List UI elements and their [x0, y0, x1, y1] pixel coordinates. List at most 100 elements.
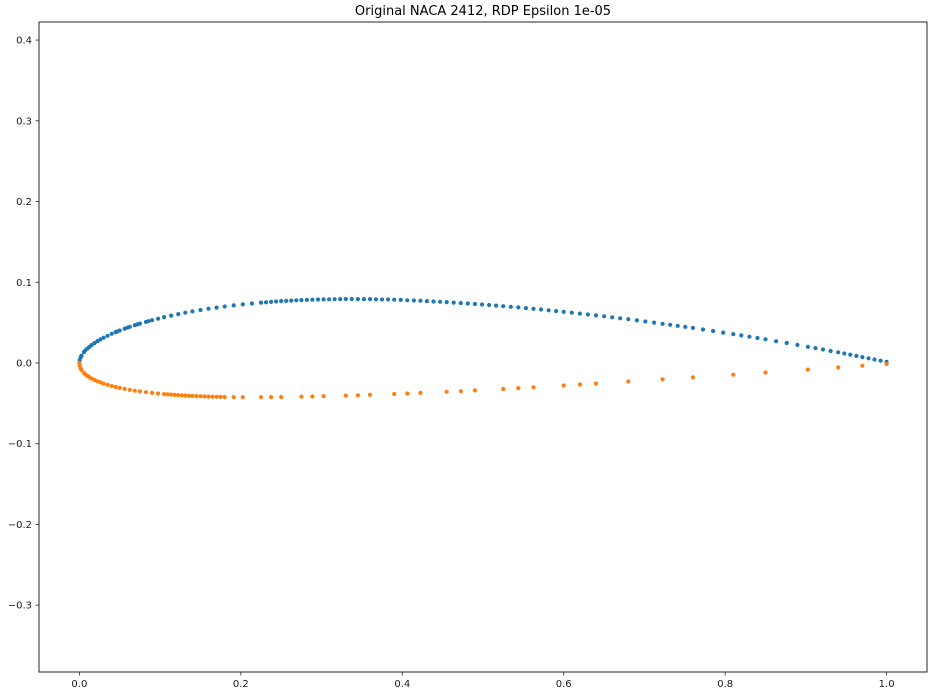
data-point-upper-surface — [711, 328, 716, 334]
data-point-upper-surface — [109, 331, 114, 336]
data-point-lower-surface — [179, 393, 184, 398]
data-point-upper-surface — [315, 297, 321, 302]
y-tick-label: 0.4 — [16, 36, 32, 47]
data-point-upper-surface — [214, 305, 219, 310]
data-point-upper-surface — [367, 297, 373, 302]
data-point-upper-surface — [872, 357, 877, 362]
data-point-upper-surface — [249, 301, 254, 306]
data-point-lower-surface — [626, 379, 631, 384]
data-point-upper-surface — [451, 300, 456, 305]
data-point-lower-surface — [836, 365, 841, 370]
data-point-lower-surface — [143, 390, 149, 395]
x-tick-label: 0.0 — [71, 679, 87, 690]
data-point-upper-surface — [274, 299, 279, 304]
data-point-lower-surface — [172, 392, 177, 397]
data-point-upper-surface — [156, 316, 161, 321]
data-point-upper-surface — [343, 296, 348, 302]
data-point-upper-surface — [289, 298, 294, 303]
data-point-upper-surface — [380, 297, 385, 302]
data-point-lower-surface — [165, 392, 170, 397]
y-tick-label: 0.3 — [16, 116, 32, 127]
data-point-lower-surface — [731, 372, 736, 377]
data-point-lower-surface — [860, 363, 865, 368]
data-point-upper-surface — [127, 324, 132, 329]
data-point-upper-surface — [327, 297, 332, 302]
data-point-upper-surface — [860, 355, 865, 360]
data-point-upper-surface — [304, 297, 309, 302]
data-point-upper-surface — [231, 303, 236, 308]
data-point-lower-surface — [392, 391, 397, 397]
data-point-upper-surface — [79, 353, 84, 358]
data-point-lower-surface — [593, 381, 599, 386]
data-point-upper-surface — [240, 302, 245, 307]
data-point-upper-surface — [458, 301, 463, 306]
data-point-lower-surface — [169, 392, 174, 397]
data-point-lower-surface — [561, 383, 566, 388]
data-point-upper-surface — [105, 333, 110, 338]
data-point-upper-surface — [546, 308, 551, 313]
data-point-upper-surface — [516, 305, 521, 310]
data-point-upper-surface — [610, 315, 615, 320]
data-point-lower-surface — [501, 386, 506, 392]
data-point-lower-surface — [206, 394, 211, 399]
data-point-upper-surface — [828, 348, 833, 354]
data-point-upper-surface — [479, 302, 485, 307]
data-point-lower-surface — [405, 391, 410, 396]
data-point-lower-surface — [269, 395, 274, 400]
data-point-upper-surface — [89, 343, 94, 348]
data-point-upper-surface — [878, 358, 883, 363]
data-point-lower-surface — [176, 393, 181, 398]
data-point-lower-surface — [198, 394, 203, 399]
data-point-upper-surface — [332, 297, 337, 302]
data-point-upper-surface — [652, 320, 657, 325]
data-point-upper-surface — [848, 352, 853, 357]
data-point-upper-surface — [424, 299, 429, 304]
data-point-upper-surface — [836, 350, 841, 355]
y-tick-label: 0.0 — [16, 358, 32, 369]
data-point-lower-surface — [458, 389, 463, 394]
data-point-lower-surface — [183, 393, 188, 398]
data-point-lower-surface — [444, 389, 449, 394]
data-point-lower-surface — [310, 394, 315, 399]
data-point-upper-surface — [660, 321, 665, 326]
data-point-lower-surface — [113, 384, 118, 390]
data-point-upper-surface — [294, 298, 299, 303]
data-point-lower-surface — [127, 387, 132, 392]
data-point-lower-surface — [156, 391, 161, 396]
y-tick-label: −0.3 — [8, 601, 32, 612]
data-point-upper-surface — [162, 315, 167, 320]
data-point-lower-surface — [214, 394, 219, 399]
data-point-upper-surface — [739, 333, 744, 338]
data-point-lower-surface — [194, 394, 199, 399]
data-point-lower-surface — [132, 388, 137, 393]
data-point-upper-surface — [299, 298, 304, 303]
data-point-upper-surface — [501, 304, 506, 309]
data-point-upper-surface — [190, 309, 195, 314]
data-point-upper-surface — [626, 317, 631, 322]
data-point-upper-surface — [577, 311, 583, 316]
data-point-upper-surface — [820, 347, 826, 352]
data-point-upper-surface — [854, 353, 859, 358]
data-point-upper-surface — [538, 307, 544, 312]
data-point-lower-surface — [222, 394, 227, 400]
data-point-upper-surface — [101, 335, 106, 340]
data-point-upper-surface — [431, 299, 436, 304]
data-point-lower-surface — [763, 370, 768, 375]
data-point-upper-surface — [263, 300, 269, 305]
data-point-upper-surface — [700, 327, 706, 332]
data-point-upper-surface — [206, 306, 211, 311]
data-point-lower-surface — [202, 394, 207, 399]
chart-title: Original NACA 2412, RDP Epsilon 1e-05 — [354, 4, 612, 19]
data-point-upper-surface — [494, 303, 499, 308]
data-point-upper-surface — [569, 310, 574, 315]
data-point-upper-surface — [805, 344, 811, 349]
data-point-upper-surface — [465, 301, 470, 306]
x-tick-label: 1.0 — [879, 679, 895, 690]
data-point-lower-surface — [418, 390, 423, 395]
data-point-lower-surface — [258, 395, 264, 400]
data-point-lower-surface — [355, 393, 360, 398]
data-point-lower-surface — [190, 393, 195, 398]
data-point-upper-surface — [585, 312, 591, 317]
data-point-upper-surface — [222, 304, 227, 309]
